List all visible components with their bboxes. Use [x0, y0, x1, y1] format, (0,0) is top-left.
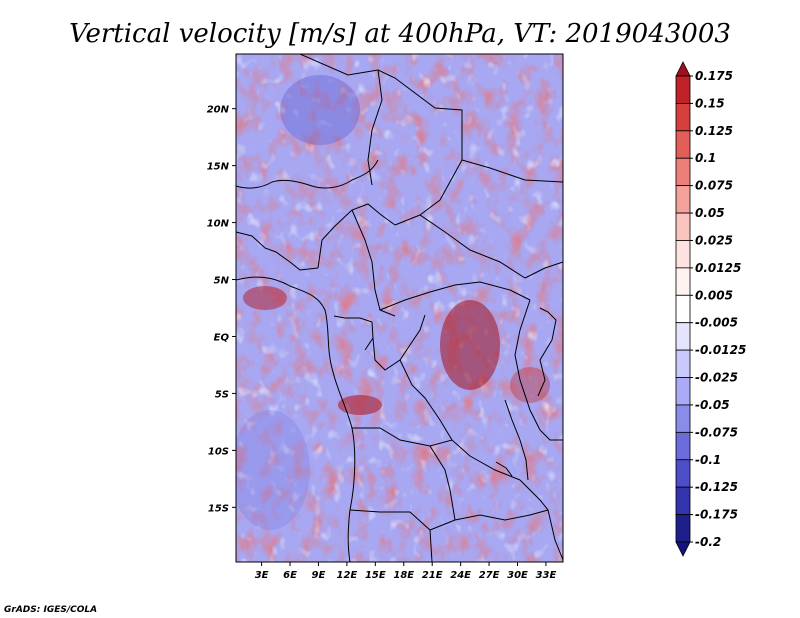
colorbar-label: 0.125: [695, 124, 733, 138]
x-tick-label: 30E: [507, 570, 528, 581]
x-tick-label: 9E: [312, 570, 326, 581]
colorbar-swatch: [675, 267, 691, 296]
y-tick-label: 5N: [214, 276, 230, 287]
y-tick-label: 10N: [207, 219, 230, 230]
colorbar-label: -0.075: [695, 425, 738, 439]
colorbar-swatch: [675, 61, 691, 77]
country-boundaries: [236, 54, 563, 562]
y-tick-label: 10S: [208, 446, 229, 457]
colorbar-swatch: [675, 75, 691, 104]
colorbar-label: -0.1: [695, 453, 721, 467]
y-tick-label: 15S: [208, 503, 229, 514]
colorbar-label: 0.005: [695, 288, 733, 302]
colorbar-label: 0.025: [695, 233, 733, 247]
x-tick-label: 21E: [422, 570, 443, 581]
y-tick-label: 20N: [207, 105, 230, 116]
colorbar: 0.175 0.15 0.125 0.1 0.075 0.05 0.025 0.0125 0.0…: [675, 61, 746, 557]
colorbar-swatch: [675, 486, 691, 515]
colorbar-label: -0.175: [695, 508, 738, 522]
colorbar-swatch: [675, 103, 691, 132]
colorbar-swatch: [675, 514, 691, 543]
field-zero-noise: [236, 54, 563, 562]
plot-area: [236, 54, 563, 562]
colorbar-swatch: [675, 212, 691, 241]
colorbar-swatch: [675, 322, 691, 351]
colorbar-label: 0.05: [695, 206, 725, 220]
updraft-gulf-of-guinea: [243, 286, 287, 310]
plot-frame: [235, 53, 564, 563]
colorbar-label: 0.075: [695, 179, 733, 193]
updraft-congo-basin: [440, 300, 500, 390]
colorbar-label: 0.175: [695, 69, 733, 83]
y-tick-label: 15N: [207, 162, 230, 173]
colorbar-label: -0.005: [695, 316, 738, 330]
x-tick-label: 27E: [479, 570, 500, 581]
colorbar-label: -0.125: [695, 480, 738, 494]
y-axis: 20N 15N 10N 5N EQ 5S 10S 15S: [207, 105, 236, 514]
colorbar-swatch: [675, 294, 691, 324]
colorbar-swatch: [675, 459, 691, 488]
y-tick-label: EQ: [214, 332, 230, 343]
colorbar-label: 0.0125: [695, 261, 741, 275]
downdraft-south-atlantic: [236, 410, 310, 530]
x-axis: 3E 6E 9E 12E 15E 18E 21E 24E 27E 30E 33E: [255, 562, 557, 581]
credit-label: GrADS: IGES/COLA: [4, 605, 97, 615]
colorbar-swatch: [675, 349, 691, 378]
colorbar-label: 0.1: [695, 151, 716, 165]
colorbar-swatch: [675, 157, 691, 187]
x-tick-label: 33E: [536, 570, 557, 581]
x-tick-label: 6E: [283, 570, 297, 581]
x-tick-label: 3E: [255, 570, 269, 581]
chart-title: Vertical velocity [m/s] at 400hPa, VT: 2…: [69, 19, 731, 49]
colorbar-label: 0.15: [695, 96, 725, 110]
x-tick-label: 24E: [450, 570, 471, 581]
colorbar-swatch: [675, 377, 691, 406]
updraft-angola-coast: [338, 395, 382, 415]
x-tick-label: 15E: [365, 570, 386, 581]
colorbar-swatch: [675, 541, 691, 557]
x-tick-label: 18E: [393, 570, 414, 581]
colorbar-label: -0.05: [695, 398, 730, 412]
colorbar-label: -0.0125: [695, 343, 746, 357]
x-tick-label: 12E: [337, 570, 358, 581]
colorbar-label: -0.025: [695, 371, 738, 385]
colorbar-swatch: [675, 431, 691, 461]
updraft-lake-region: [510, 367, 550, 403]
colorbar-swatch: [675, 404, 691, 433]
colorbar-label: -0.2: [695, 535, 721, 549]
colorbar-swatch: [675, 185, 691, 214]
downdraft-sahara: [280, 75, 360, 145]
y-tick-label: 5S: [215, 389, 229, 400]
colorbar-swatch: [675, 240, 691, 269]
colorbar-swatch: [675, 130, 691, 159]
